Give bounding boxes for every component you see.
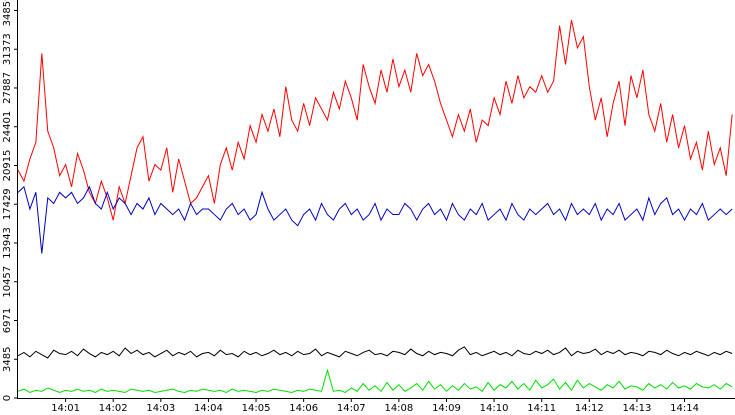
- x-tick-label: 14:03: [146, 403, 175, 414]
- series-line: [17, 19, 733, 221]
- y-tick-label: 13943: [2, 227, 13, 259]
- y-tick-label: 20915: [2, 150, 13, 182]
- series-line: [17, 368, 733, 394]
- y-tick-label: 10457: [2, 266, 13, 298]
- y-tick-label: 6971: [2, 308, 13, 333]
- y-tick-label: 3485: [2, 347, 13, 372]
- x-tick-label: 14:05: [242, 403, 271, 414]
- y-tick-label: 34859: [2, 0, 13, 26]
- x-tick-label: 14:14: [670, 403, 699, 414]
- series-line: [17, 185, 733, 254]
- x-tick-label: 14:09: [432, 403, 461, 414]
- x-tick-label: 14:07: [337, 403, 366, 414]
- y-tick-label: 31373: [2, 33, 13, 65]
- x-tick-label: 14:02: [99, 403, 128, 414]
- x-tick-label: 14:08: [384, 403, 413, 414]
- series-line: [17, 346, 733, 359]
- y-tick-label: 0: [2, 395, 13, 401]
- y-tick-label: 24401: [2, 111, 13, 143]
- x-tick-label: 14:11: [527, 403, 556, 414]
- y-tick-label: 27887: [2, 72, 13, 104]
- x-tick-label: 14:10: [480, 403, 509, 414]
- x-tick-label: 14:06: [289, 403, 318, 414]
- y-tick-label: 17429: [2, 188, 13, 220]
- x-tick-label: 14:12: [575, 403, 604, 414]
- x-tick-label: 14:13: [623, 403, 652, 414]
- x-tick-label: 14:01: [51, 403, 80, 414]
- x-tick-label: 14:04: [194, 403, 223, 414]
